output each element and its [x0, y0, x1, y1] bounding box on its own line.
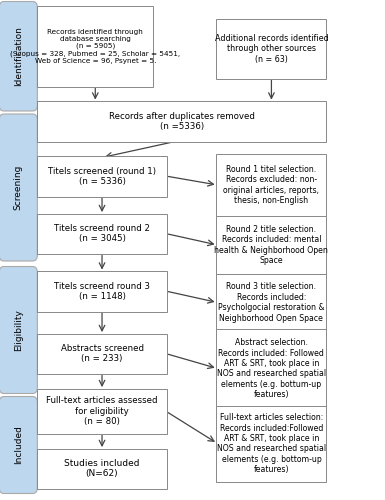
FancyBboxPatch shape — [0, 396, 37, 494]
FancyBboxPatch shape — [0, 114, 37, 261]
Text: Round 1 titel selection.
Records excluded: non-
original articles, reports,
thes: Round 1 titel selection. Records exclude… — [223, 165, 320, 205]
FancyBboxPatch shape — [37, 101, 326, 141]
Text: Abstracts screened
(n = 233): Abstracts screened (n = 233) — [60, 344, 144, 364]
Text: Records after duplicates removed
(n =5336): Records after duplicates removed (n =533… — [109, 112, 255, 131]
Text: Identification: Identification — [14, 26, 23, 86]
FancyBboxPatch shape — [37, 448, 167, 489]
FancyBboxPatch shape — [216, 216, 326, 274]
FancyBboxPatch shape — [37, 271, 167, 312]
FancyBboxPatch shape — [37, 214, 167, 254]
FancyBboxPatch shape — [216, 406, 326, 481]
FancyBboxPatch shape — [216, 154, 326, 216]
Text: Additional records identified
through other sources
(n = 63): Additional records identified through ot… — [214, 34, 328, 64]
FancyBboxPatch shape — [37, 334, 167, 374]
Text: Titels screened (round 1)
(n = 5336): Titels screened (round 1) (n = 5336) — [48, 166, 156, 186]
FancyBboxPatch shape — [37, 388, 167, 434]
Text: Screening: Screening — [14, 165, 23, 210]
FancyBboxPatch shape — [37, 6, 153, 86]
FancyBboxPatch shape — [216, 18, 326, 79]
Text: Titels screend round 2
(n = 3045): Titels screend round 2 (n = 3045) — [54, 224, 150, 244]
FancyBboxPatch shape — [216, 274, 326, 332]
Text: Eligibility: Eligibility — [14, 309, 23, 351]
Text: Titels screend round 3
(n = 1148): Titels screend round 3 (n = 1148) — [54, 282, 150, 301]
Text: Round 2 title selection.
Records included: mental
health & Neighborhood Open
Spa: Round 2 title selection. Records include… — [214, 225, 328, 265]
Text: Abstract selection.
Records included: Followed
ART & SRT, took place in
NOS and : Abstract selection. Records included: Fo… — [217, 338, 326, 399]
FancyBboxPatch shape — [216, 328, 326, 409]
Text: Full-text articles assessed
for eligibility
(n = 80): Full-text articles assessed for eligibil… — [46, 396, 158, 426]
FancyBboxPatch shape — [0, 2, 37, 111]
Text: Studies included
(N=62): Studies included (N=62) — [64, 459, 140, 478]
Text: Round 3 title selection.
Records included:
Psycholgocial restoration &
Neighborh: Round 3 title selection. Records include… — [218, 282, 325, 323]
Text: Full-text articles selection:
Records included:Followed
ART & SRT, took place in: Full-text articles selection: Records in… — [217, 413, 326, 474]
FancyBboxPatch shape — [37, 156, 167, 196]
Text: Records identified through
database searching
(n = 5905)
(Scopus = 328, Pubmed =: Records identified through database sear… — [10, 28, 180, 64]
FancyBboxPatch shape — [0, 266, 37, 394]
Text: Included: Included — [14, 426, 23, 465]
